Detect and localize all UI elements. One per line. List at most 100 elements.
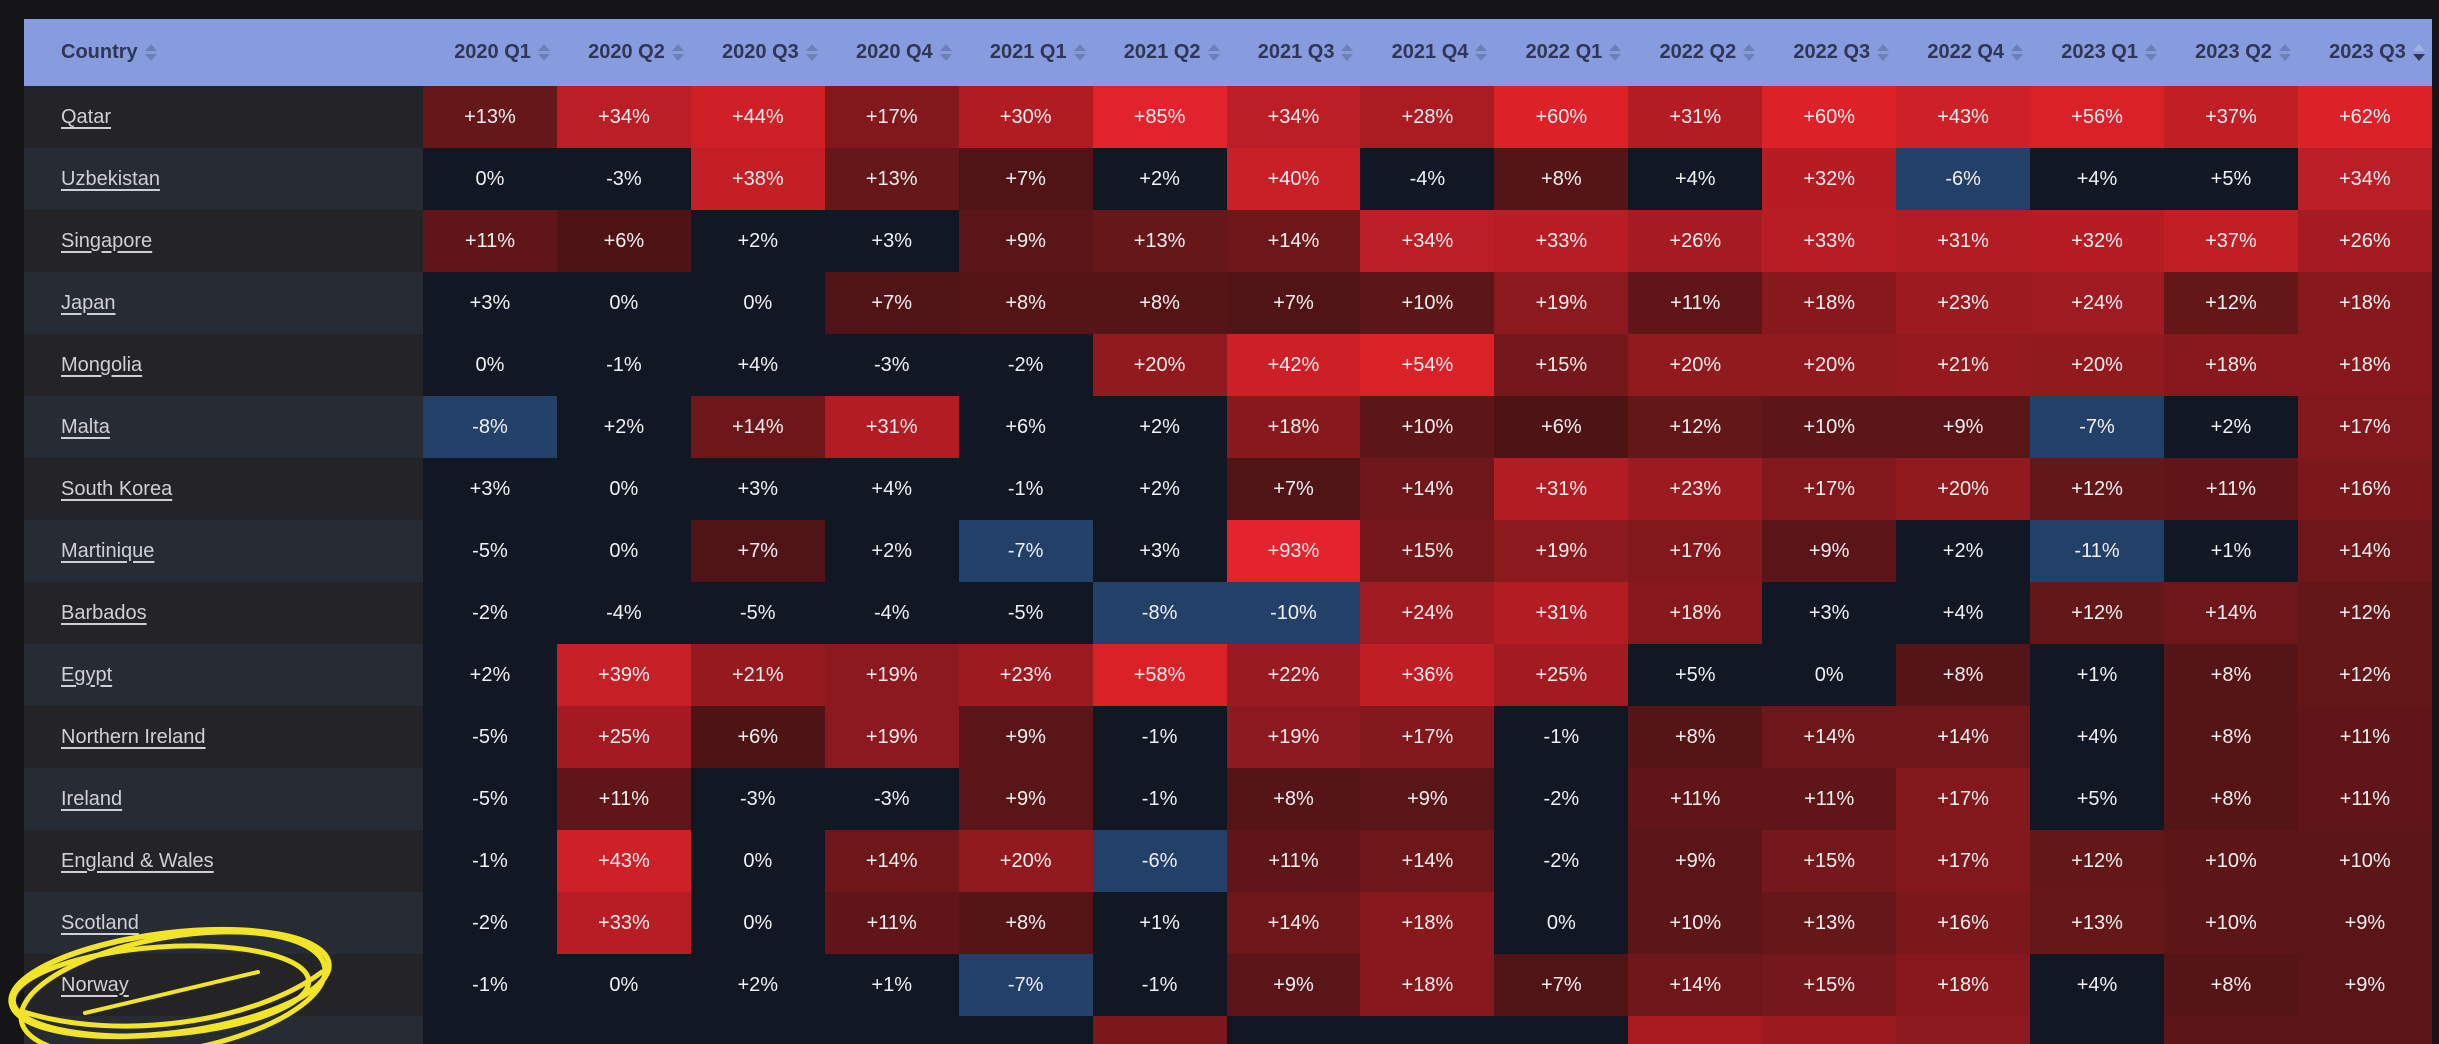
value-cell: +18% bbox=[2297, 334, 2432, 396]
column-header-2023-q1[interactable]: 2023 Q1 bbox=[2030, 19, 2164, 86]
column-header-2022-q1[interactable]: 2022 Q1 bbox=[1494, 19, 1629, 86]
value-cell: -8% bbox=[1092, 582, 1227, 644]
column-header-2020-q1[interactable]: 2020 Q1 bbox=[423, 19, 557, 86]
country-cell: Uzbekistan bbox=[24, 148, 423, 210]
country-link[interactable]: South Korea bbox=[61, 477, 173, 500]
country-cell: Norway bbox=[24, 954, 423, 1016]
value-cell: +1% bbox=[1092, 892, 1227, 954]
sort-ascending-icon bbox=[1877, 44, 1890, 51]
column-header-2023-q2[interactable]: 2023 Q2 bbox=[2163, 19, 2298, 86]
sort-descending-icon bbox=[1341, 54, 1354, 61]
value-cell: -2% bbox=[423, 582, 557, 644]
value-cell: +4% bbox=[2030, 706, 2164, 768]
column-header-2021-q4[interactable]: 2021 Q4 bbox=[1360, 19, 1495, 86]
sort-ascending-icon bbox=[1475, 44, 1488, 51]
country-link[interactable]: England & Wales bbox=[61, 849, 214, 872]
country-link[interactable]: Northern Ireland bbox=[61, 725, 206, 748]
column-header-2020-q2[interactable]: 2020 Q2 bbox=[556, 19, 691, 86]
country-link[interactable]: Norway bbox=[61, 973, 129, 996]
value-cell: +5% bbox=[2030, 768, 2164, 830]
value-cell: +19% bbox=[1494, 520, 1629, 582]
value-cell: +44% bbox=[690, 86, 825, 148]
value-cell: +17% bbox=[1762, 458, 1897, 520]
country-link[interactable]: Ireland bbox=[61, 787, 123, 810]
column-header-2021-q2[interactable]: 2021 Q2 bbox=[1092, 19, 1227, 86]
column-header-country[interactable]: Country bbox=[24, 19, 423, 86]
value-cell: +17% bbox=[1896, 830, 2031, 892]
value-cell: +17% bbox=[1360, 706, 1495, 768]
value-cell: +11% bbox=[824, 892, 959, 954]
value-cell: +38% bbox=[690, 148, 825, 210]
country-link[interactable]: Mongolia bbox=[61, 353, 143, 376]
value-cell: +43% bbox=[556, 830, 691, 892]
country-cell: Mongolia bbox=[24, 334, 423, 396]
sort-descending-icon bbox=[2412, 54, 2425, 61]
table-row: Egypt +2% +39% +21% +19% +23% +58% +22% +36% +25%… bbox=[24, 644, 2432, 706]
value-cell: +8% bbox=[2163, 954, 2298, 1016]
value-cell: +37% bbox=[2163, 86, 2298, 148]
value-cell: +15% bbox=[1762, 830, 1897, 892]
table-row: Northern Ireland -5% +25% +6% +19% +9% -1% +19%… bbox=[24, 706, 2432, 768]
value-cell: +17% bbox=[2297, 396, 2432, 458]
column-header-label: 2023 Q3 bbox=[2329, 41, 2406, 63]
sort-arrows bbox=[1341, 44, 1354, 61]
column-header-2022-q4[interactable]: 2022 Q4 bbox=[1896, 19, 2031, 86]
sort-arrows bbox=[1609, 44, 1622, 61]
column-header-label: 2022 Q4 bbox=[1927, 41, 2005, 63]
sort-arrows bbox=[1743, 44, 1756, 61]
country-link[interactable]: Malta bbox=[61, 415, 110, 438]
sort-descending-icon bbox=[1073, 54, 1086, 61]
value-cell: +28% bbox=[1360, 86, 1495, 148]
column-header-2021-q3[interactable]: 2021 Q3 bbox=[1226, 19, 1361, 86]
column-header-2022-q2[interactable]: 2022 Q2 bbox=[1628, 19, 1763, 86]
value-cell: +11% bbox=[2297, 768, 2432, 830]
value-cell: +13% bbox=[1762, 892, 1897, 954]
country-cell: England & Wales bbox=[24, 830, 423, 892]
column-header-2023-q3[interactable]: 2023 Q3 bbox=[2297, 19, 2432, 86]
value-cell: +13% bbox=[1092, 210, 1227, 272]
value-cell: +5% bbox=[1628, 644, 1763, 706]
value-cell: +5% bbox=[2163, 148, 2298, 210]
value-cell: +17% bbox=[1628, 520, 1763, 582]
value-cell: +13% bbox=[824, 148, 959, 210]
value-cell: +2% bbox=[1896, 520, 2031, 582]
value-cell: 0% bbox=[690, 272, 825, 334]
value-cell bbox=[2297, 1016, 2432, 1044]
column-header-label: 2021 Q2 bbox=[1123, 41, 1201, 63]
country-link[interactable]: Scotland bbox=[61, 911, 139, 934]
column-header-2020-q4[interactable]: 2020 Q4 bbox=[824, 19, 959, 86]
column-header-2020-q3[interactable]: 2020 Q3 bbox=[690, 19, 825, 86]
value-cell bbox=[1092, 1016, 1227, 1044]
value-cell: +12% bbox=[1628, 396, 1763, 458]
value-cell bbox=[1360, 1016, 1495, 1044]
value-cell: +18% bbox=[2163, 334, 2298, 396]
column-header-2021-q1[interactable]: 2021 Q1 bbox=[958, 19, 1093, 86]
country-cell: South Korea bbox=[24, 458, 423, 520]
column-header-2022-q3[interactable]: 2022 Q3 bbox=[1762, 19, 1897, 86]
value-cell: +14% bbox=[2163, 582, 2298, 644]
value-cell: +20% bbox=[1762, 334, 1897, 396]
country-link[interactable]: Uzbekistan bbox=[61, 167, 160, 190]
value-cell: +13% bbox=[2030, 892, 2164, 954]
value-cell: +2% bbox=[556, 396, 691, 458]
value-cell: +19% bbox=[1494, 272, 1629, 334]
column-header-label: 2020 Q4 bbox=[855, 41, 933, 63]
country-link[interactable]: Barbados bbox=[61, 601, 147, 624]
country-link[interactable]: Singapore bbox=[61, 229, 153, 252]
country-link[interactable]: Qatar bbox=[61, 105, 112, 128]
value-cell: +2% bbox=[423, 644, 557, 706]
value-cell: +9% bbox=[1628, 830, 1763, 892]
country-link[interactable]: Egypt bbox=[61, 663, 113, 686]
value-cell: +8% bbox=[958, 892, 1093, 954]
country-cell: Japan bbox=[24, 272, 423, 334]
value-cell: +19% bbox=[824, 644, 959, 706]
value-cell: +15% bbox=[1360, 520, 1495, 582]
sort-descending-icon bbox=[537, 54, 550, 61]
country-link[interactable]: Martinique bbox=[61, 539, 155, 562]
country-link[interactable]: Japan bbox=[61, 291, 116, 314]
value-cell: +9% bbox=[1360, 768, 1495, 830]
sort-arrows bbox=[537, 44, 550, 61]
value-cell: +20% bbox=[2030, 334, 2164, 396]
value-cell: -3% bbox=[690, 768, 825, 830]
sort-descending-icon bbox=[1877, 54, 1890, 61]
